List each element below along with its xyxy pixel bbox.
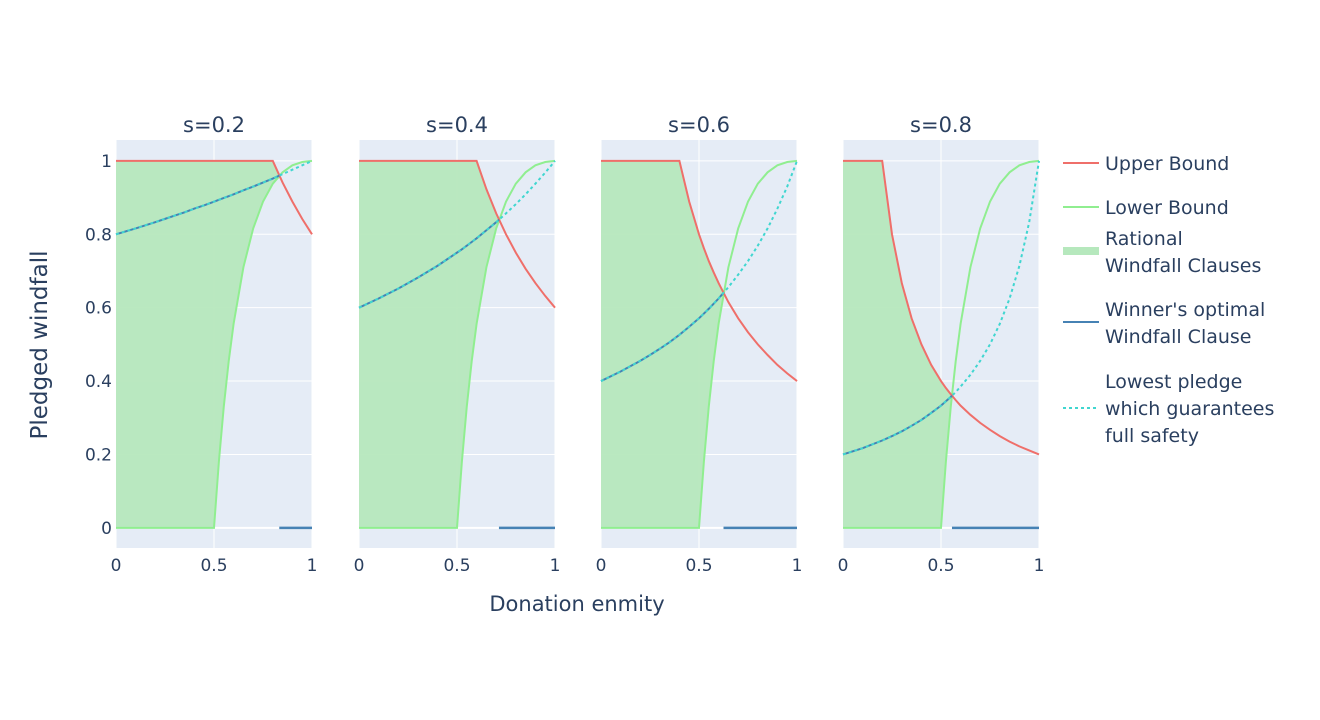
legend-label: Upper Bound (1105, 153, 1229, 175)
rational-windfall-clauses-area (601, 160, 724, 528)
subplot-s=0.8: s=0.8 0 0.5 1 (838, 113, 1045, 576)
x-tick-label: 0.5 (200, 556, 227, 576)
upper-bound-line (116, 159, 313, 235)
x-tick-label: 0 (838, 556, 849, 576)
legend-label: which guarantees (1105, 398, 1274, 420)
subplot-s=0.2: s=0.2 0 0.5 1 0 0.2 0.4 0.6 0.8 1 (85, 113, 317, 576)
x-tick-label: 1 (1034, 556, 1045, 576)
lower-bound-line (359, 159, 556, 529)
legend-swatch (1063, 247, 1099, 255)
subplot-title: s=0.8 (910, 113, 972, 137)
y-tick-label: 0 (101, 519, 112, 539)
legend: Upper Bound Lower Bound Rational Windfall C… (1063, 153, 1274, 447)
lowest-pledge-line (358, 160, 556, 309)
subplot-s=0.4: s=0.4 0 0.5 1 (354, 113, 561, 576)
x-tick-label: 1 (792, 556, 803, 576)
y-tick-label: 0.8 (85, 225, 112, 245)
subplot-title: s=0.6 (668, 113, 730, 137)
upper-bound-line (601, 159, 798, 382)
lowest-pledge-line (842, 160, 1040, 456)
x-tick-label: 0 (111, 556, 122, 576)
y-tick-label: 0.6 (85, 299, 112, 319)
y-axis-title: Pledged windfall (27, 250, 53, 439)
subplot-s=0.6: s=0.6 0 0.5 1 (596, 113, 803, 576)
subplot-title: s=0.2 (183, 113, 245, 137)
legend-label: Lowest pledge (1105, 371, 1242, 393)
legend-item-upper: Upper Bound (1063, 153, 1229, 175)
x-tick-label: 0.5 (927, 556, 954, 576)
x-tick-label: 0 (354, 556, 365, 576)
upper-bound-line (359, 159, 556, 309)
lowest-pledge-line (600, 160, 798, 382)
subplot-title: s=0.4 (426, 113, 488, 137)
legend-label: Windfall Clause (1105, 326, 1252, 348)
x-tick-label: 1 (307, 556, 318, 576)
legend-item-rational: Rational Windfall Clauses (1063, 228, 1261, 277)
x-axis-title: Donation enmity (489, 592, 664, 616)
upper-bound-line (843, 159, 1040, 456)
legend-item-lowest: Lowest pledge which guarantees full safety (1063, 371, 1274, 447)
legend-label: full safety (1105, 425, 1199, 447)
rational-windfall-clauses-area (116, 160, 280, 528)
x-tick-label: 0 (596, 556, 607, 576)
lowest-pledge-line (115, 160, 313, 236)
y-tick-label: 0.2 (85, 445, 112, 465)
y-tick-label: 1 (101, 152, 112, 172)
rational-windfall-clauses-area (843, 160, 952, 528)
legend-item-winner: Winner's optimal Windfall Clause (1063, 299, 1265, 348)
lower-bound-line (843, 159, 1040, 529)
legend-label: Winner's optimal (1105, 299, 1265, 321)
legend-item-lower: Lower Bound (1063, 197, 1229, 219)
legend-label: Lower Bound (1105, 197, 1229, 219)
y-tick-label: 0.4 (85, 372, 112, 392)
legend-label: Windfall Clauses (1105, 255, 1261, 277)
legend-label: Rational (1105, 228, 1183, 250)
x-tick-label: 1 (550, 556, 561, 576)
x-tick-label: 0.5 (443, 556, 470, 576)
x-tick-label: 0.5 (685, 556, 712, 576)
lower-bound-line (601, 159, 798, 529)
